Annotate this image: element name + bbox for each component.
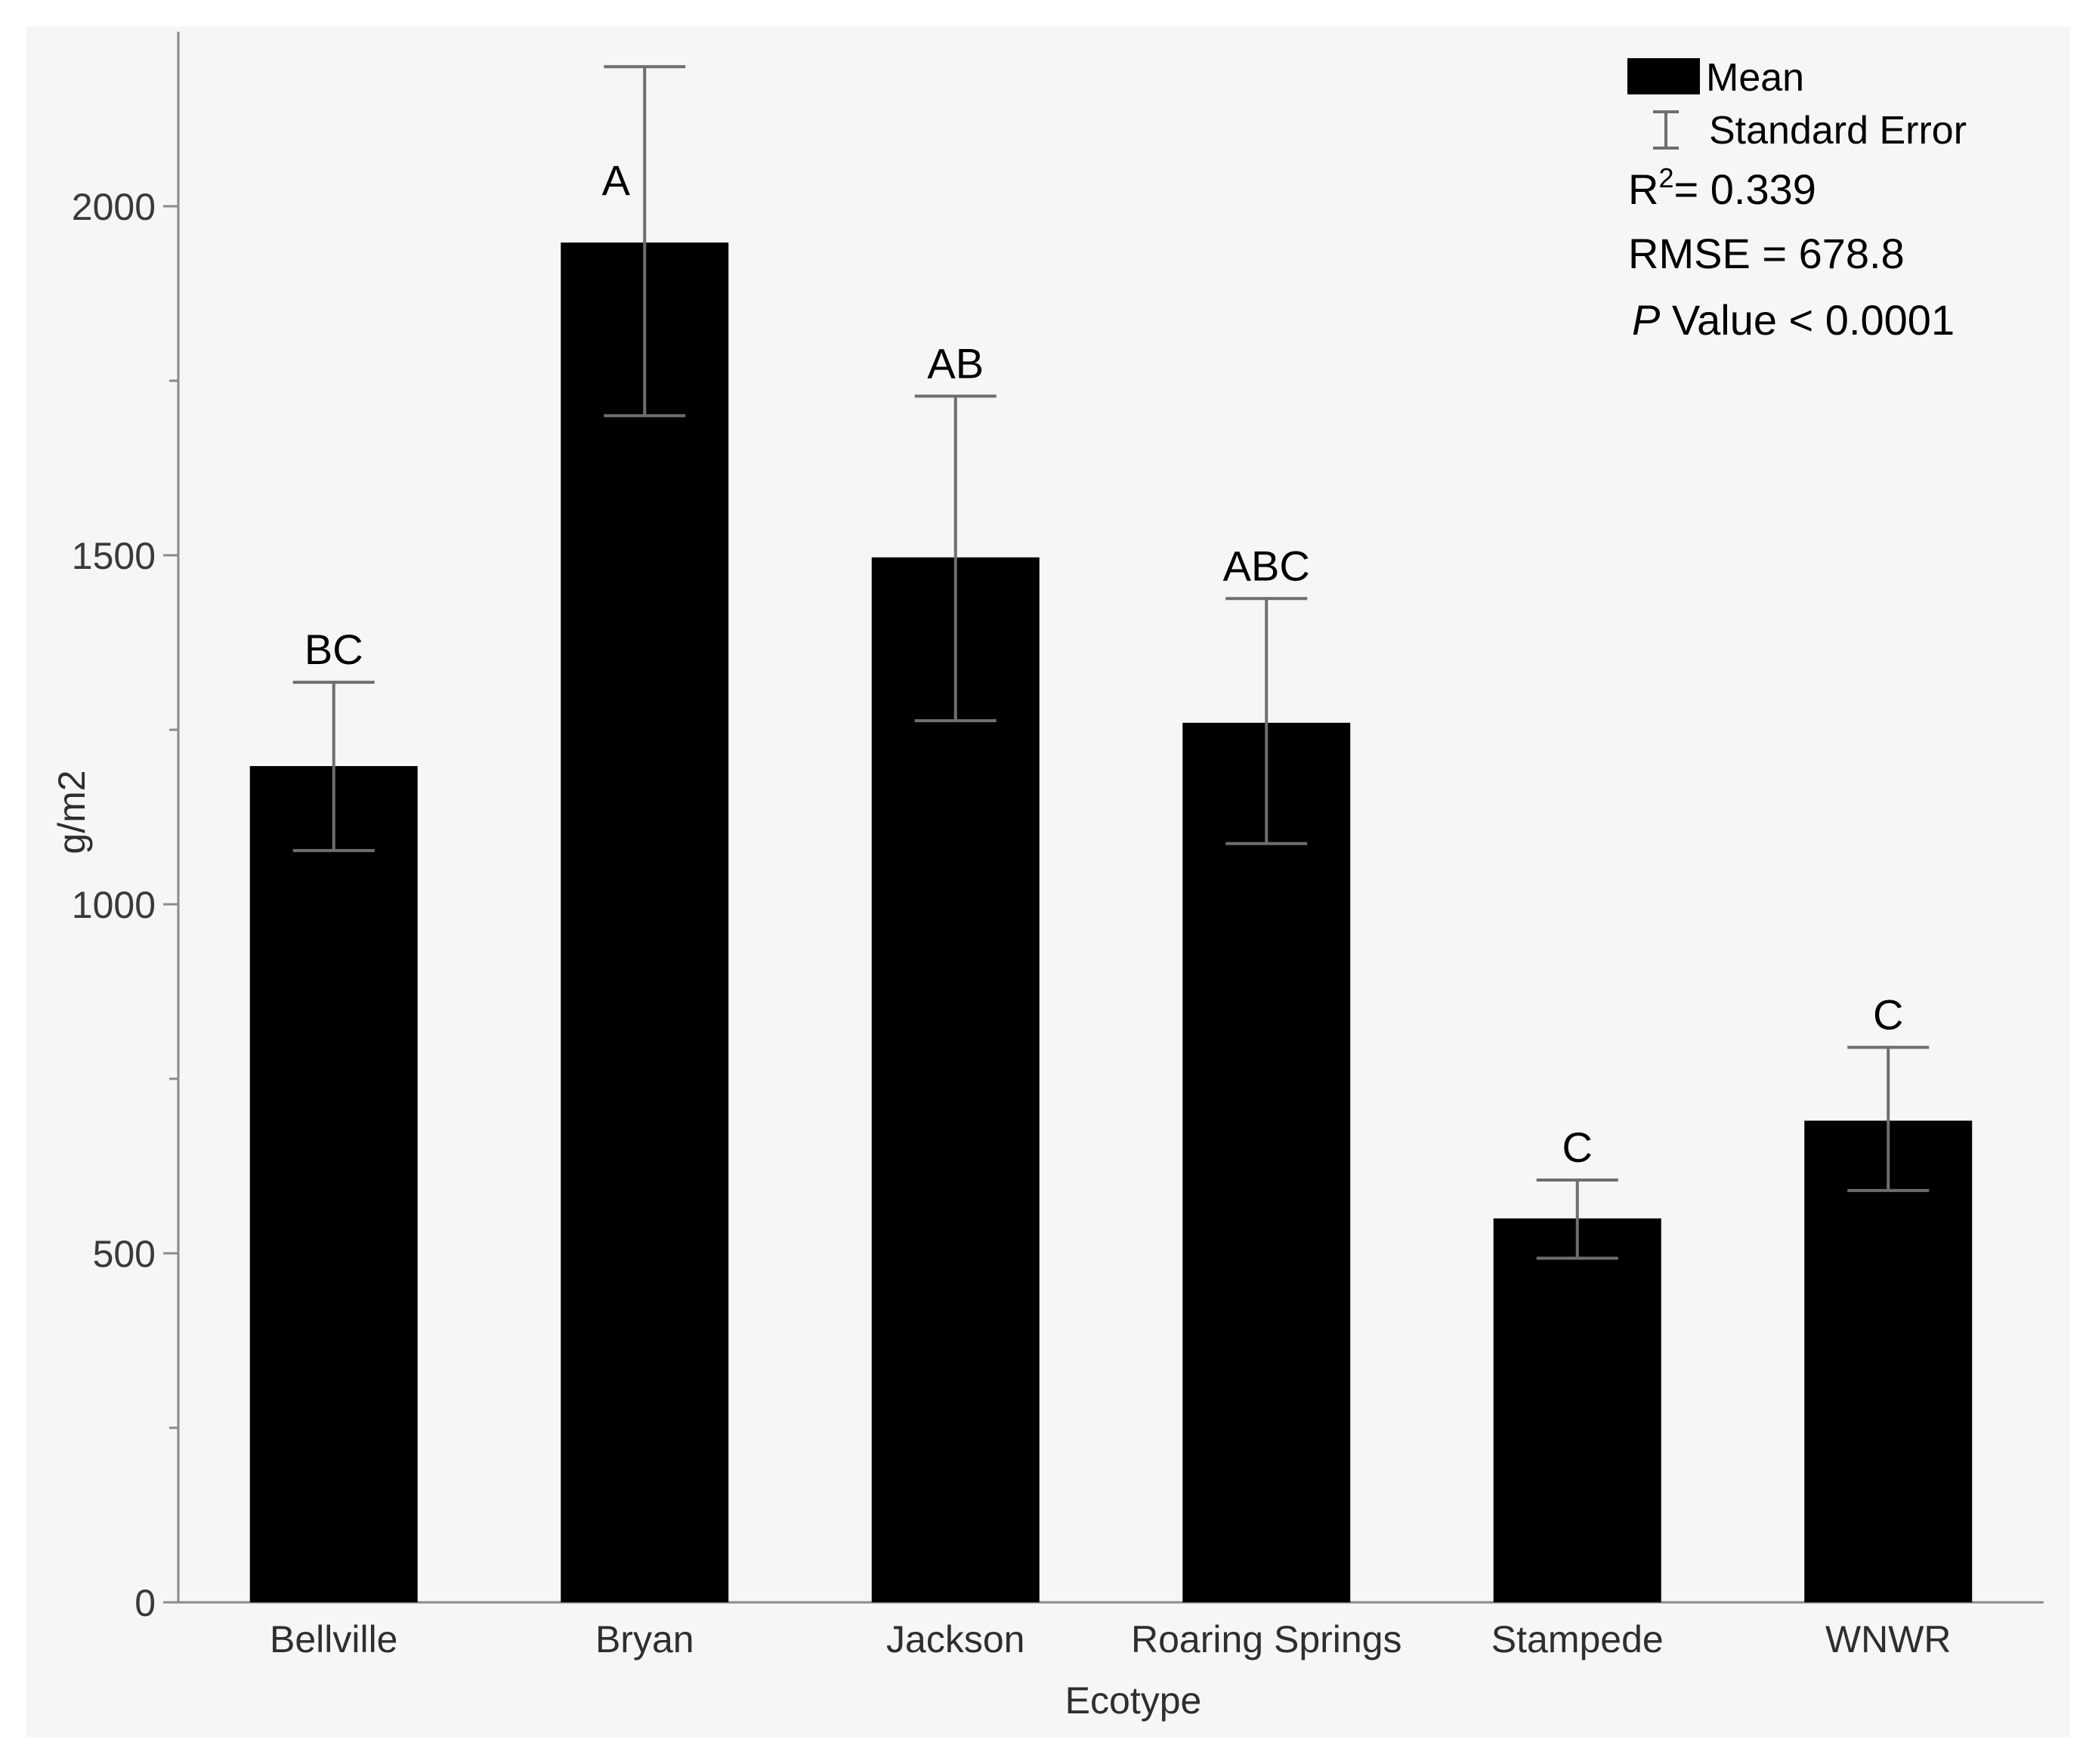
y-tick-labels: 0 500 1000 1500 2000 [72, 186, 156, 1624]
legend-standard-error-label: Standard Error [1709, 109, 1967, 153]
y-tick-label: 500 [93, 1233, 156, 1275]
x-category-label: WNWR [1825, 1618, 1951, 1661]
bar [249, 766, 418, 1602]
group-letter: BC [304, 626, 363, 673]
x-category-label: Jackson [886, 1618, 1024, 1661]
group-letters: BC A AB ABC C C [304, 156, 1904, 1171]
y-tick-label: 1500 [72, 535, 156, 577]
y-tick-label: 2000 [72, 186, 156, 228]
r-squared-value: = 0.339 [1673, 165, 1816, 213]
mean-legend-swatch [1627, 58, 1700, 94]
x-category-label: Stampede [1491, 1618, 1664, 1661]
legend: Mean Standard Error [1627, 56, 1967, 153]
group-letter: C [1562, 1123, 1593, 1171]
bar [871, 557, 1040, 1602]
x-category-label: Roaring Springs [1131, 1618, 1402, 1661]
model-stats: R2= 0.339 RMSE = 678.8 P Value < 0.0001 [1628, 162, 1955, 344]
error-bar [1536, 1178, 1618, 1260]
group-letter: C [1873, 990, 1903, 1038]
y-axis-ticks [163, 205, 178, 1604]
x-category-label: Bryan [595, 1618, 694, 1661]
p-italic: P [1632, 296, 1660, 344]
legend-mean-label: Mean [1706, 56, 1804, 100]
y-tick-label: 0 [134, 1582, 156, 1624]
bar [1182, 722, 1351, 1602]
bar [1804, 1120, 1973, 1602]
bar [1493, 1218, 1661, 1602]
p-value-rest: Value < 0.0001 [1660, 296, 1955, 344]
error-bar [292, 681, 375, 852]
bars [249, 243, 1973, 1603]
rmse-text: RMSE = 678.8 [1628, 230, 1905, 277]
r-squared-text: R2= 0.339 [1628, 162, 1816, 213]
error-bar [914, 394, 997, 722]
y-tick-label: 1000 [72, 884, 156, 926]
r-squared-superscript: 2 [1658, 162, 1673, 193]
group-letter: AB [927, 339, 984, 387]
error-bar [1847, 1046, 1930, 1192]
error-bars [292, 65, 1930, 1260]
p-value-text: P Value < 0.0001 [1632, 296, 1955, 344]
x-axis-label: Ecotype [1065, 1679, 1202, 1722]
error-bar-icon [1653, 110, 1679, 150]
error-bar [1225, 597, 1308, 845]
group-letter: ABC [1223, 542, 1310, 589]
x-category-label: Bellville [270, 1618, 398, 1661]
bar [561, 243, 729, 1603]
group-letter: A [602, 156, 631, 204]
error-bar [604, 65, 686, 418]
x-category-labels: Bellville Bryan Jackson Roaring Springs Stam… [270, 1618, 1951, 1661]
y-axis-label: g/m2 [51, 770, 93, 854]
r-squared-letter: R [1628, 165, 1658, 213]
